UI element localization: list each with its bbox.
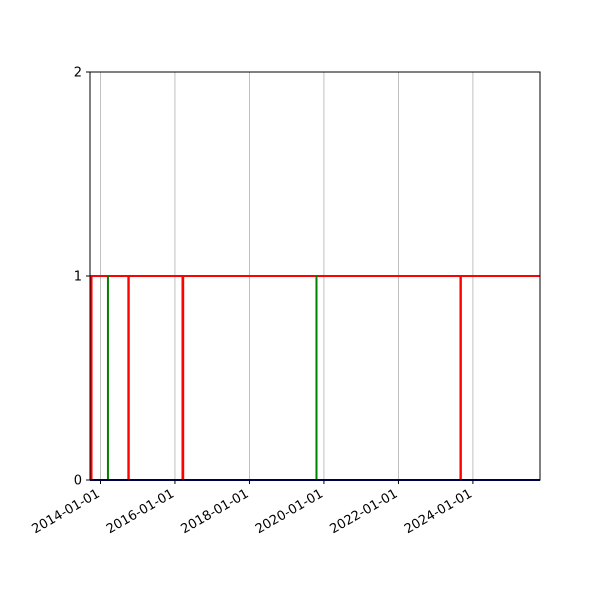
series-lines — [90, 275, 540, 481]
y-tick-label: 2 — [74, 66, 82, 81]
series-line-2 — [106, 276, 318, 481]
y-tick-label: 1 — [74, 270, 82, 285]
y-tick-label: 0 — [74, 474, 82, 489]
y-axis: 0 1 2 — [74, 66, 90, 489]
x-tick-label: 2018-01-01 — [179, 486, 252, 537]
x-tick-label: 2014-01-01 — [30, 486, 103, 537]
x-tick-label: 2022-01-01 — [328, 486, 401, 537]
x-axis: 2014-01-01 2016-01-01 2018-01-01 2020-01-01… — [30, 480, 475, 537]
x-tick-label: 2016-01-01 — [104, 486, 177, 537]
x-tick-label: 2020-01-01 — [253, 486, 326, 537]
series-line-1 — [90, 275, 540, 481]
x-tick-label: 2024-01-01 — [402, 486, 475, 537]
